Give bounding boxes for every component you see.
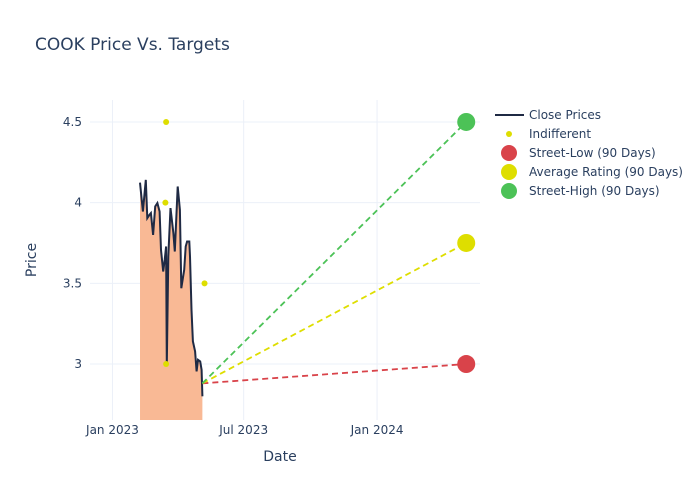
legend-marker-icon	[501, 183, 517, 199]
target-line	[201, 242, 467, 385]
legend-marker-icon	[506, 131, 512, 137]
x-tick-label: Jul 2023	[218, 423, 268, 437]
indifferent-point	[162, 199, 169, 206]
target-line	[202, 363, 467, 385]
legend-label: Indifferent	[529, 127, 591, 141]
y-tick-label: 4	[74, 196, 82, 210]
legend-label: Street-Low (90 Days)	[529, 146, 656, 160]
x-axis-label: Date	[263, 449, 296, 465]
indifferent-point	[163, 118, 170, 125]
chart-title: COOK Price Vs. Targets	[35, 35, 230, 55]
close-price-line	[139, 179, 204, 397]
indifferent-point	[163, 361, 170, 368]
y-tick-label: 3.5	[63, 276, 82, 290]
x-tick-label: Jan 2023	[85, 423, 139, 437]
legend-label: Street-High (90 Days)	[529, 184, 660, 198]
target-marker	[457, 233, 476, 252]
target-marker	[457, 112, 476, 131]
target-line	[201, 121, 467, 385]
target-marker	[457, 355, 476, 374]
legend-marker-icon	[501, 164, 517, 180]
legend-label: Close Prices	[529, 108, 601, 122]
y-tick-label: 3	[74, 357, 82, 371]
legend-marker-icon	[501, 145, 517, 161]
y-axis-label: Price	[24, 243, 40, 277]
y-tick-label: 4.5	[63, 115, 82, 129]
legend-label: Average Rating (90 Days)	[529, 165, 683, 179]
x-tick-label: Jan 2024	[350, 423, 404, 437]
close-price-area	[140, 179, 203, 420]
legend: Close Prices Indifferent Street-Low (90 Da…	[495, 108, 683, 199]
indifferent-point	[201, 280, 208, 287]
